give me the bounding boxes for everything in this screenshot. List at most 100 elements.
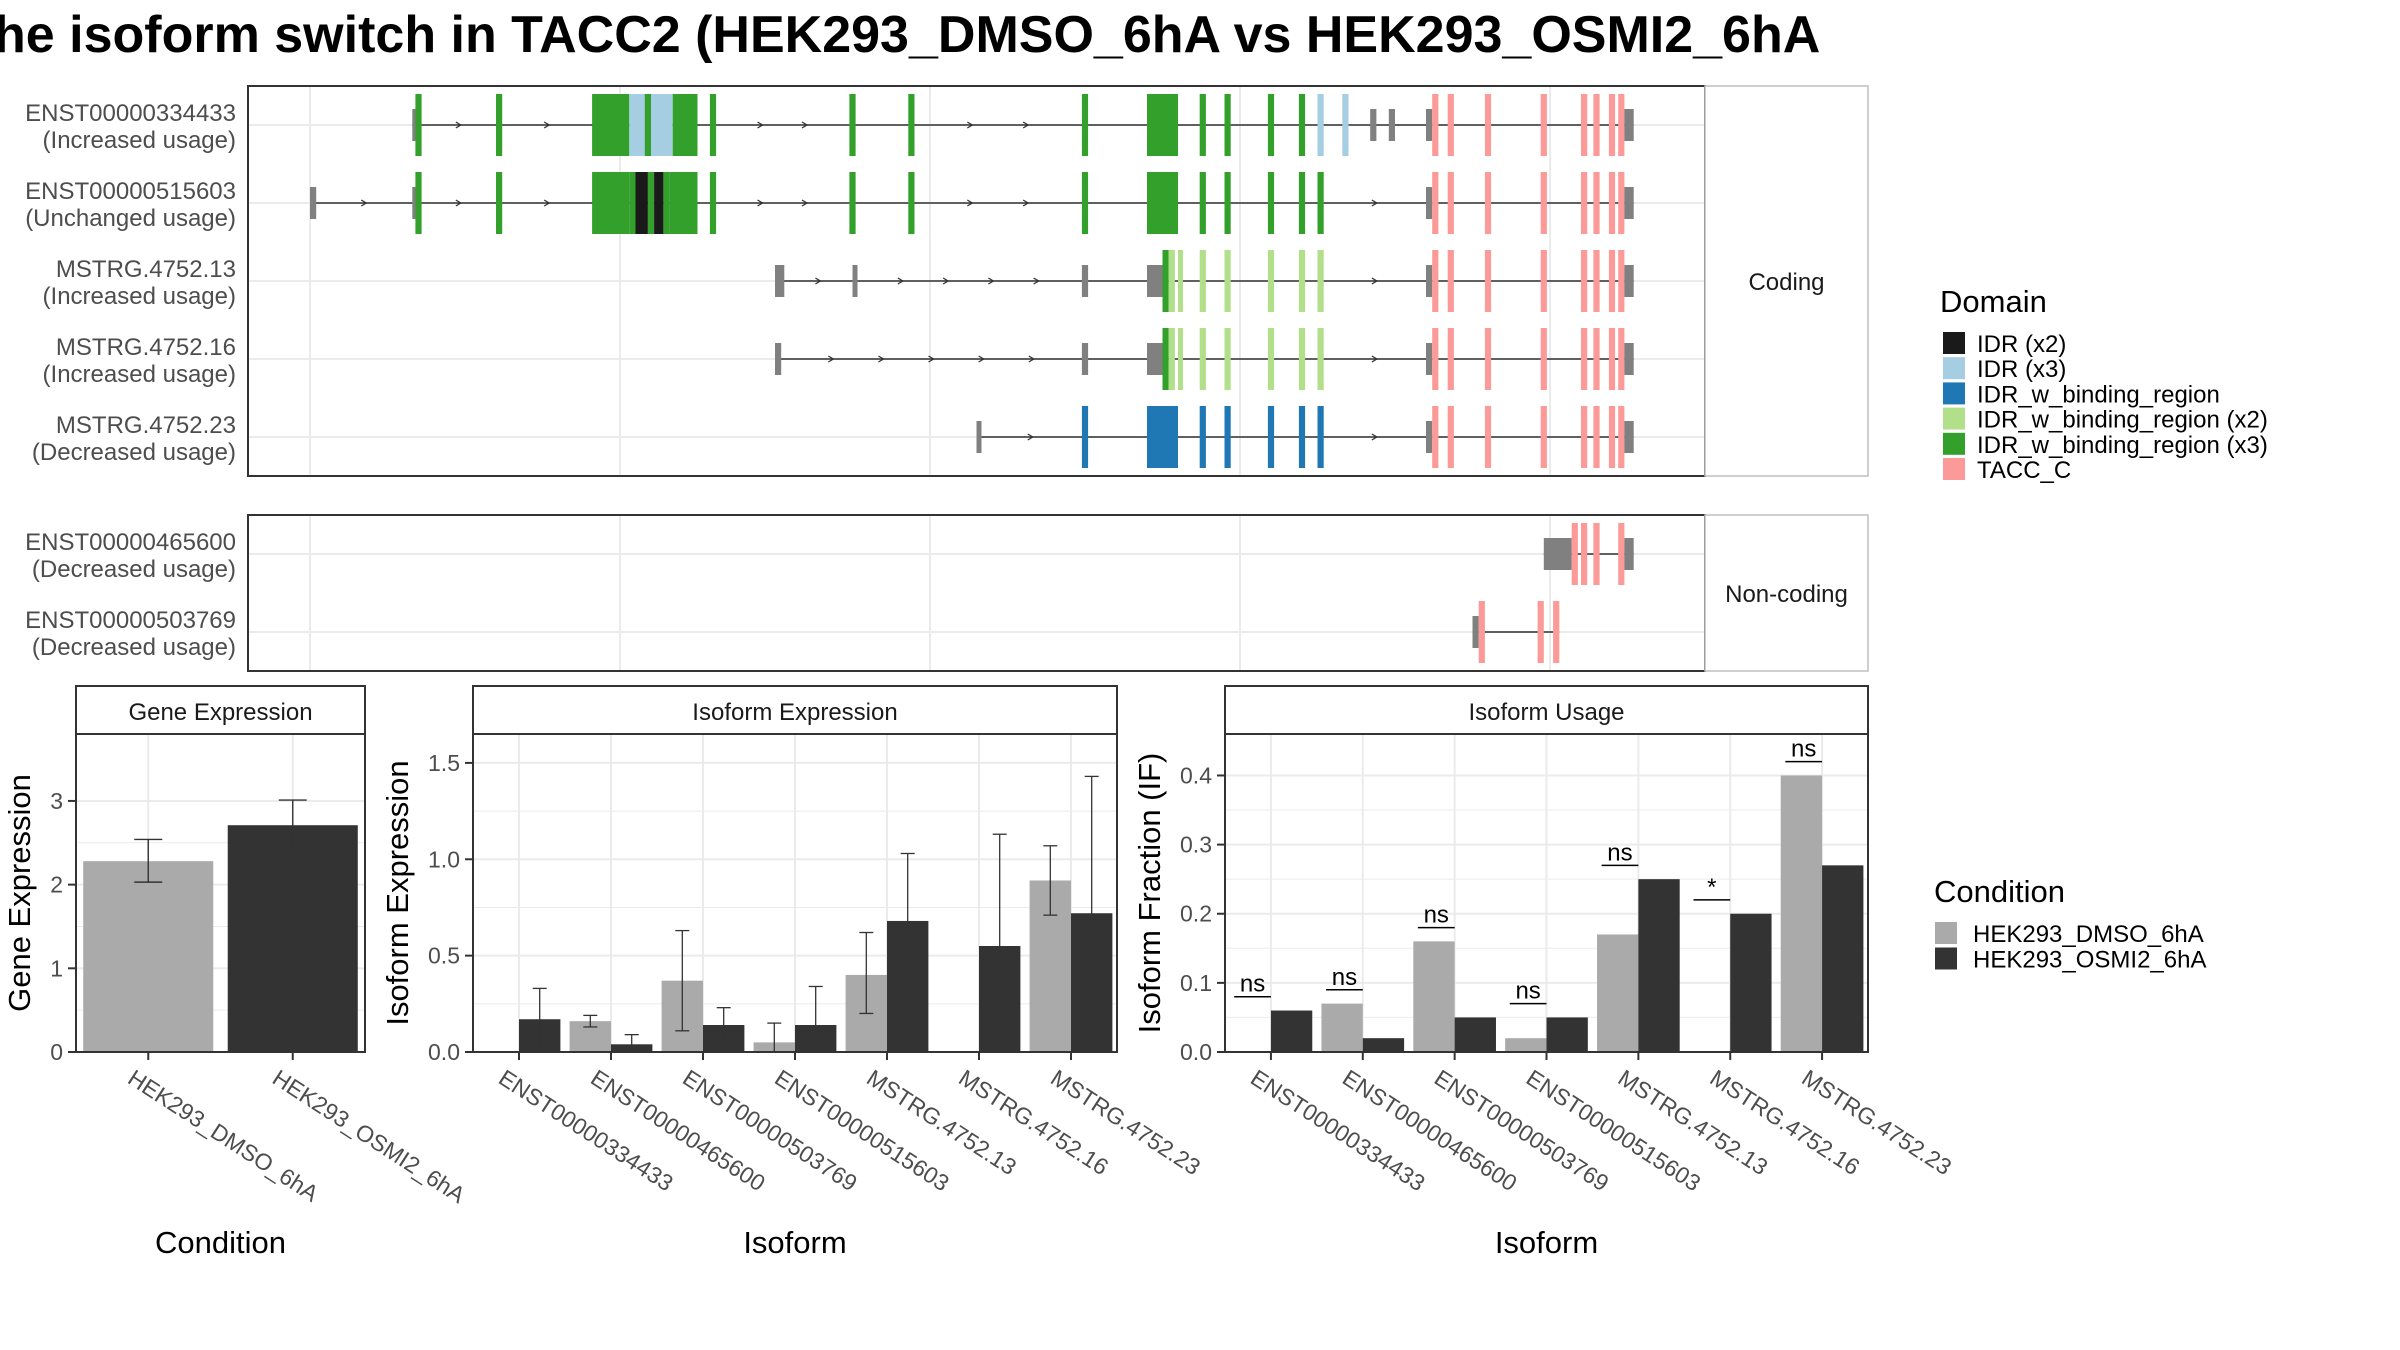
domain-legend-swatch [1943,382,1965,405]
isoform-id-label: ENST00000334433 [25,100,236,127]
domain-exon [1147,94,1178,156]
domain-exon [1199,94,1206,156]
y-tick-label: 1.5 [428,750,460,776]
domain-exon [592,172,630,234]
domain-exon [1317,94,1324,156]
x-axis-title: Condition [155,1225,286,1260]
significance-label: ns [1332,964,1357,991]
isoform-usage-label: (Increased usage) [43,361,236,388]
domain-legend-swatch [1943,407,1965,430]
x-tick-label: MSTRG.4752.13 [862,1064,1021,1180]
domain-exon [415,94,422,156]
domain-exon [1608,250,1616,312]
domain-exon [496,172,503,234]
y-tick-label: 0.2 [1180,901,1212,927]
utr-exon [1147,343,1163,375]
bar [83,861,214,1052]
isoform-usage-label: (Decreased usage) [32,634,236,661]
isoform-usage-label: (Decreased usage) [32,556,236,583]
domain-exon [1432,406,1439,468]
bar [1597,934,1639,1052]
isoform-track [412,94,1634,156]
domain-exon [908,172,915,234]
isoform-usage-label: (Unchanged usage) [25,205,236,232]
strand-arrow [1371,199,1379,207]
utr-exon [1624,343,1634,375]
domain-exon [1581,250,1588,312]
domain-exon [1581,172,1588,234]
utr-exon [1081,343,1089,375]
y-axis-title: Isoform Fraction (IF) [1132,753,1167,1034]
domain-exon [709,94,717,156]
domain-legend-label: IDR (x2) [1977,331,2066,358]
domain-exon [1298,94,1306,156]
domain-exon [1298,406,1306,468]
domain-exon [1267,250,1275,312]
domain-legend-label: IDR_w_binding_region [1977,381,2220,408]
strand-arrow [1371,433,1379,441]
y-axis-title: Gene Expression [2,774,37,1012]
domain-exon [635,172,648,234]
domain-exon [1608,94,1616,156]
bar [1780,775,1823,1052]
bar [227,825,358,1052]
x-tick-label: ENST00000334433 [494,1064,678,1196]
x-tick-label: ENST00000334433 [1246,1064,1430,1196]
domain-exon [1432,94,1439,156]
bar [1362,1038,1405,1052]
facet-strip [1704,85,1869,477]
domain-exon [1298,328,1306,390]
domain-exon [1224,328,1231,390]
condition-legend-swatch [1935,922,1957,944]
strand-arrow [978,355,985,363]
utr-exon [1426,109,1433,141]
domain-exon [1540,328,1547,390]
domain-legend-swatch [1943,357,1965,380]
facet-strip-label: Non-coding [1725,581,1848,608]
isoform-id-label: MSTRG.4752.16 [56,334,236,361]
domain-exon [1608,328,1616,390]
panel-title: Isoform Usage [1468,699,1624,726]
domain-exon [1484,172,1492,234]
domain-exon [1540,172,1547,234]
domain-exon [1484,94,1492,156]
strand-arrow [757,121,764,129]
domain-legend-swatch [1943,458,1965,480]
domain-exon [1168,250,1175,312]
x-tick-label: MSTRG.4752.16 [954,1064,1113,1180]
isoform-track [1543,523,1634,585]
bar [1546,1017,1588,1052]
utr-exon [852,265,858,297]
domain-exon [1593,250,1600,312]
strand-arrow [543,199,551,207]
domain-exon [647,172,655,234]
domain-exon [849,94,856,156]
domain-exon [1317,172,1324,234]
strand-arrow [1033,277,1040,285]
bar [1822,865,1864,1052]
domain-exon [1571,523,1578,585]
isoform-usage-label: (Increased usage) [43,127,236,154]
domain-exon [1608,172,1616,234]
facet-strip [1224,685,1869,735]
isoform-id-label: ENST00000465600 [25,529,236,556]
domain-exon [1224,250,1231,312]
domain-exon [1537,601,1544,663]
strand-arrow [1028,355,1036,363]
bar [1730,913,1772,1052]
strand-arrow [360,199,368,207]
domain-exon [1432,328,1439,390]
domain-legend-label: IDR (x3) [1977,356,2066,383]
domain-exon [1199,172,1206,234]
strand-arrow [757,199,764,207]
domain-exon [1540,94,1547,156]
y-tick-label: 0.0 [428,1039,460,1065]
domain-exon [1081,94,1089,156]
isoform-track [775,328,1634,390]
domain-exon [1447,250,1454,312]
isoform-id-label: MSTRG.4752.23 [56,412,236,439]
condition-legend-label: HEK293_OSMI2_6hA [1973,947,2206,974]
strand-arrow [1027,433,1035,441]
domain-exon [1224,172,1231,234]
